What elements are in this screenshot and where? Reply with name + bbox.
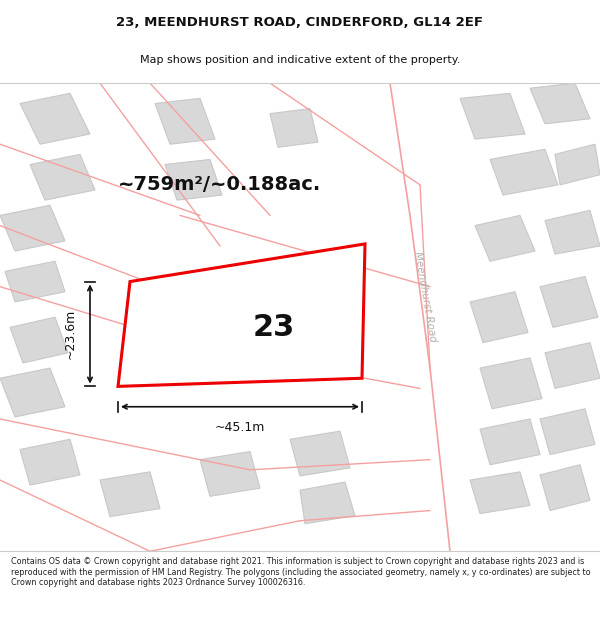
Polygon shape [540,409,595,454]
Polygon shape [20,93,90,144]
Polygon shape [545,342,600,388]
Polygon shape [490,149,558,195]
Text: Map shows position and indicative extent of the property.: Map shows position and indicative extent… [140,55,460,65]
Polygon shape [270,109,318,148]
Polygon shape [100,472,160,517]
Polygon shape [300,482,355,524]
Text: 23, MEENDHURST ROAD, CINDERFORD, GL14 2EF: 23, MEENDHURST ROAD, CINDERFORD, GL14 2E… [116,16,484,29]
Polygon shape [545,211,600,254]
Polygon shape [530,83,590,124]
Polygon shape [155,98,215,144]
Polygon shape [30,154,95,200]
Polygon shape [20,439,80,485]
Text: ~23.6m: ~23.6m [64,309,77,359]
Polygon shape [555,144,600,185]
Polygon shape [5,261,65,302]
Text: Contains OS data © Crown copyright and database right 2021. This information is : Contains OS data © Crown copyright and d… [11,557,590,587]
Polygon shape [470,292,528,342]
Polygon shape [475,216,535,261]
Text: Meendhurst Road: Meendhurst Road [412,251,438,343]
Polygon shape [290,431,350,476]
Polygon shape [165,159,222,200]
Polygon shape [480,358,542,409]
Text: ~45.1m: ~45.1m [215,421,265,434]
Polygon shape [0,205,65,251]
Polygon shape [460,93,525,139]
Polygon shape [540,465,590,511]
Text: 23: 23 [253,313,295,342]
Polygon shape [118,244,365,386]
Polygon shape [10,317,68,363]
Polygon shape [540,276,598,328]
Text: ~759m²/~0.188ac.: ~759m²/~0.188ac. [118,176,322,194]
Polygon shape [200,451,260,496]
Polygon shape [480,419,540,465]
Polygon shape [470,472,530,514]
Polygon shape [0,368,65,417]
